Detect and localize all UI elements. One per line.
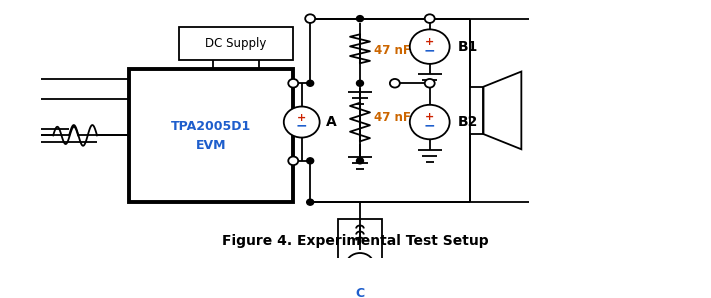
Circle shape	[306, 158, 314, 164]
Circle shape	[356, 158, 363, 164]
Text: −: −	[296, 118, 308, 132]
Circle shape	[306, 199, 314, 205]
Bar	[469, 87, 483, 134]
Circle shape	[284, 106, 320, 138]
Polygon shape	[483, 72, 521, 149]
Circle shape	[356, 15, 363, 22]
Text: C: C	[356, 287, 365, 298]
Circle shape	[410, 105, 449, 139]
Text: −: −	[424, 119, 436, 133]
Circle shape	[356, 80, 363, 86]
Text: TPA2005D1: TPA2005D1	[171, 120, 251, 133]
Text: B2: B2	[458, 115, 478, 129]
Bar	[129, 69, 293, 202]
Text: +: +	[425, 37, 434, 47]
Text: +: +	[425, 112, 434, 122]
Text: 47 nF: 47 nF	[374, 111, 411, 124]
Text: Figure 4. Experimental Test Setup: Figure 4. Experimental Test Setup	[222, 234, 488, 248]
Circle shape	[346, 253, 374, 277]
Text: B1: B1	[458, 40, 478, 54]
Text: +: +	[297, 113, 306, 123]
Circle shape	[306, 80, 314, 86]
Bar	[338, 219, 382, 280]
Circle shape	[424, 14, 434, 23]
Circle shape	[424, 79, 434, 88]
Text: A: A	[326, 115, 336, 129]
Text: −: −	[424, 43, 436, 57]
Circle shape	[390, 79, 400, 88]
Text: 47 nF: 47 nF	[374, 44, 411, 58]
Text: EVM: EVM	[196, 139, 226, 152]
Circle shape	[410, 30, 449, 64]
Circle shape	[288, 79, 298, 88]
Circle shape	[288, 156, 298, 165]
Circle shape	[305, 14, 315, 23]
Text: DC Supply: DC Supply	[205, 37, 267, 50]
Bar	[178, 27, 293, 60]
